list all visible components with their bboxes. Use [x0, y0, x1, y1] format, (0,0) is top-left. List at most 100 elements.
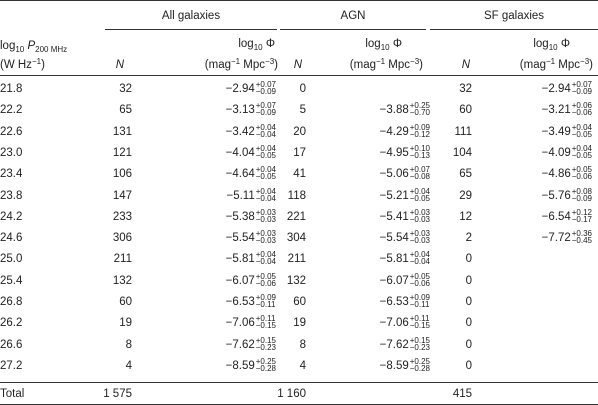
phi-value: −7.72	[541, 232, 571, 245]
phi-upper-error: +0.07	[255, 101, 276, 110]
phi-upper-error: +0.09	[255, 293, 276, 302]
phi-lower-error: −0.05	[255, 172, 276, 181]
phi-uncertainty: +0.04 −0.04	[255, 250, 276, 266]
phi-uncertainty: +0.04 −0.04	[410, 251, 430, 266]
phi-upper-error: +0.04	[255, 187, 276, 196]
cell-phi-all: −4.04 +0.04 −0.05	[160, 145, 276, 160]
phi-uncertainty: +0.11 −0.15	[256, 315, 276, 330]
cell-phi-all: −2.94 +0.07 −0.09	[160, 81, 276, 96]
cell-n-all: 131	[112, 126, 132, 138]
phi-value: −4.86	[541, 168, 571, 181]
phi-value: −5.54	[225, 232, 255, 245]
phi-uncertainty: +0.03 −0.03	[409, 208, 430, 224]
cell-power: 23.8	[0, 190, 23, 202]
phi-upper-error: +0.25	[255, 357, 276, 366]
phi-lower-error: −0.05	[571, 130, 592, 139]
phi-uncertainty: +0.08 −0.09	[572, 188, 592, 203]
top-rule	[0, 0, 598, 1]
cell-power: 24.2	[0, 211, 23, 223]
phi-uncertainty: +0.04 −0.04	[255, 123, 276, 139]
cell-power: 21.8	[0, 83, 23, 95]
phi-upper-error: +0.04	[255, 123, 276, 132]
phi-uncertainty: +0.04 −0.05	[571, 144, 592, 160]
cell-phi-agn: −4.95 +0.10 −0.13	[320, 145, 430, 160]
phi-value: −3.49	[541, 126, 571, 139]
phi-lower-error: −0.06	[571, 108, 592, 117]
phi-uncertainty: +0.11 −0.15	[410, 315, 430, 330]
phi-upper-error: +0.04	[571, 144, 592, 153]
cell-phi-sf: −6.54 +0.12 −0.17	[482, 209, 592, 224]
cell-power: 25.4	[0, 275, 23, 287]
phi-upper-error: +0.07	[409, 165, 430, 174]
cell-phi-all: −5.11 +0.04 −0.04	[160, 187, 277, 203]
cell-n-sf: 12	[459, 211, 472, 223]
phi-lower-error: −0.04	[255, 130, 276, 139]
phi-upper-error: +0.04	[409, 187, 430, 196]
phi-value: −4.64	[225, 168, 255, 181]
phi-upper-error: +0.15	[409, 336, 430, 345]
phi-upper-error: +0.06	[571, 101, 592, 110]
phi-uncertainty: +0.07 −0.09	[255, 101, 276, 117]
cell-phi-sf: −2.94 +0.07 −0.09	[482, 81, 592, 96]
cell-n-sf: 104	[452, 147, 472, 159]
phi-uncertainty: +0.25 −0.28	[255, 357, 276, 373]
phi-lower-error: −0.04	[255, 257, 276, 266]
phi-uncertainty: +0.07 −0.09	[572, 81, 592, 96]
phi-uncertainty: +0.05 −0.06	[256, 273, 276, 288]
cell-phi-sf: −4.86 +0.05 −0.06	[482, 166, 592, 181]
cell-phi-agn	[320, 82, 430, 96]
cell-phi-all: −3.13 +0.07 −0.09	[160, 101, 276, 117]
phi-uncertainty: +0.09 −0.11	[409, 293, 430, 309]
phi-value: −7.06	[225, 317, 255, 330]
phi-upper-error: +0.04	[571, 123, 592, 132]
cell-n-sf: 0	[465, 275, 472, 287]
phi-value: −7.62	[379, 339, 409, 352]
phi-value: −6.53	[225, 296, 255, 309]
cell-phi-all: −5.38 +0.03 −0.03	[160, 209, 276, 224]
phi-lower-error: −0.28	[255, 364, 276, 373]
phi-uncertainty: +0.03 −0.03	[256, 209, 276, 224]
phi-upper-error: +0.09	[409, 123, 430, 132]
cell-n-all: 60	[119, 296, 132, 308]
phi-uncertainty: +0.05 −0.06	[409, 273, 430, 288]
phi-upper-error: +0.09	[409, 293, 430, 302]
phi-uncertainty: +0.03 −0.03	[256, 230, 276, 245]
phi-lower-error: −0.06	[409, 279, 430, 288]
phi-value: −5.06	[379, 168, 409, 181]
cell-phi-all: −3.42 +0.04 −0.04	[160, 123, 276, 139]
header-power-line1: log10 P200 MHz	[0, 40, 68, 54]
header-phi-all-units: (mag−1 Mpc−3)	[204, 57, 278, 71]
cell-n-agn: 5	[299, 104, 306, 116]
cell-n-all: 121	[112, 147, 132, 159]
cell-n-all: 211	[113, 253, 132, 265]
cell-phi-sf: −3.49 +0.04 −0.05	[482, 123, 592, 139]
phi-value: −8.59	[379, 360, 409, 373]
phi-value: −3.13	[225, 104, 255, 117]
cell-phi-all: −6.53 +0.09 −0.11	[160, 293, 276, 309]
total-rule	[0, 382, 598, 383]
phi-value: −5.76	[541, 190, 571, 203]
group-rule-sf	[430, 29, 598, 30]
cell-n-sf: 0	[465, 317, 472, 329]
phi-lower-error: −0.11	[255, 300, 276, 309]
header-n-sf: N	[461, 59, 470, 71]
phi-lower-error: −0.13	[409, 151, 430, 160]
cell-n-agn: 19	[293, 317, 306, 329]
phi-lower-error: −0.45	[571, 236, 592, 245]
phi-uncertainty: +0.04 −0.04	[255, 187, 276, 203]
cell-n-all: 106	[112, 168, 132, 180]
total-label: Total	[0, 388, 25, 400]
phi-upper-error: +0.04	[255, 250, 276, 259]
phi-upper-error: +0.36	[571, 229, 592, 238]
cell-phi-agn: −5.41 +0.03 −0.03	[320, 208, 430, 224]
cell-phi-agn: −7.62 +0.15 −0.23	[320, 336, 430, 352]
phi-lower-error: −0.09	[255, 108, 276, 117]
phi-uncertainty: +0.03 −0.03	[410, 230, 430, 245]
cell-phi-all: −8.59 +0.25 −0.28	[160, 357, 276, 373]
cell-n-all: 4	[125, 360, 132, 372]
cell-power: 25.0	[0, 253, 23, 265]
phi-value: −3.42	[225, 126, 255, 139]
phi-lower-error: −0.04	[255, 194, 276, 203]
cell-power: 23.4	[0, 168, 23, 180]
phi-upper-error: +0.03	[409, 208, 430, 217]
